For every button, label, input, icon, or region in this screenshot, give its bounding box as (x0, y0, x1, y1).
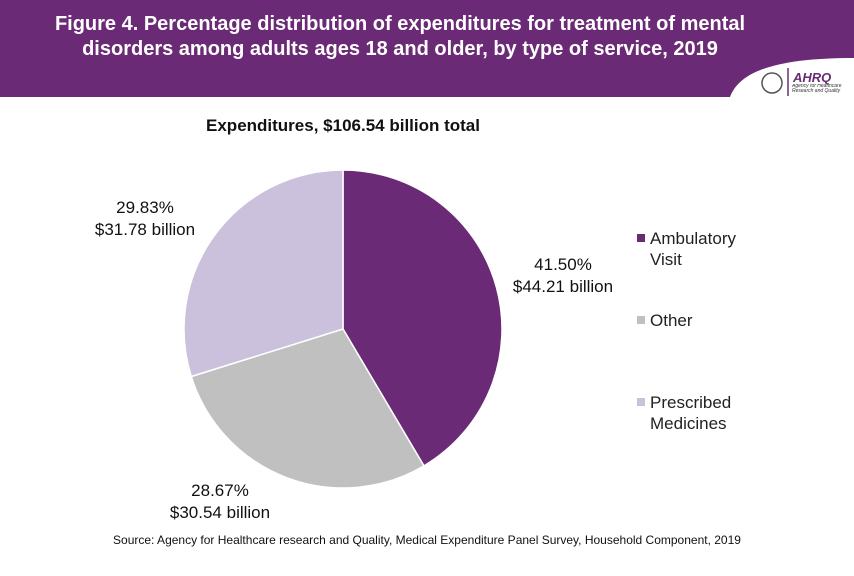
pie-slice (342, 169, 503, 467)
logo-name: AHRQ (792, 70, 831, 85)
logo-tagline: Agency for Healthcare Research and Quali… (792, 84, 842, 94)
legend-label: Other (650, 311, 693, 330)
chart-title: Figure 4. Percentage distribution of exp… (54, 13, 746, 60)
amount-label: $30.54 billion (170, 503, 270, 522)
amount-label: $44.21 billion (513, 277, 613, 296)
data-label: 29.83% (116, 198, 174, 217)
data-label: 41.50% (534, 255, 592, 274)
legend-label: Prescribed Medicines (650, 393, 732, 433)
legend-item: Prescribed Medicines (637, 392, 797, 434)
chart-subtitle: Expenditures, $106.54 billion total (206, 116, 480, 135)
source-note: Source: Agency for Healthcare research a… (113, 533, 741, 547)
pie-slice (190, 328, 425, 489)
logo-tagline-box: Agency for Healthcare Research and Quali… (792, 84, 842, 94)
legend-item: Other (637, 310, 797, 331)
legend-label: Ambulatory Visit (650, 229, 736, 269)
legend-item: Ambulatory Visit (637, 228, 797, 270)
legend-swatch (637, 398, 645, 406)
logo-background (730, 58, 854, 97)
legend-swatch (637, 316, 645, 324)
pie-slice (183, 169, 344, 378)
legend-swatch (637, 234, 645, 242)
data-label: 28.67% (191, 481, 249, 500)
header-band (0, 0, 854, 97)
amount-label: $31.78 billion (95, 220, 195, 239)
hhs-emblem (761, 72, 783, 94)
pie: 41.50% $44.21 billion 28.67% $30.54 billion… (95, 169, 613, 522)
